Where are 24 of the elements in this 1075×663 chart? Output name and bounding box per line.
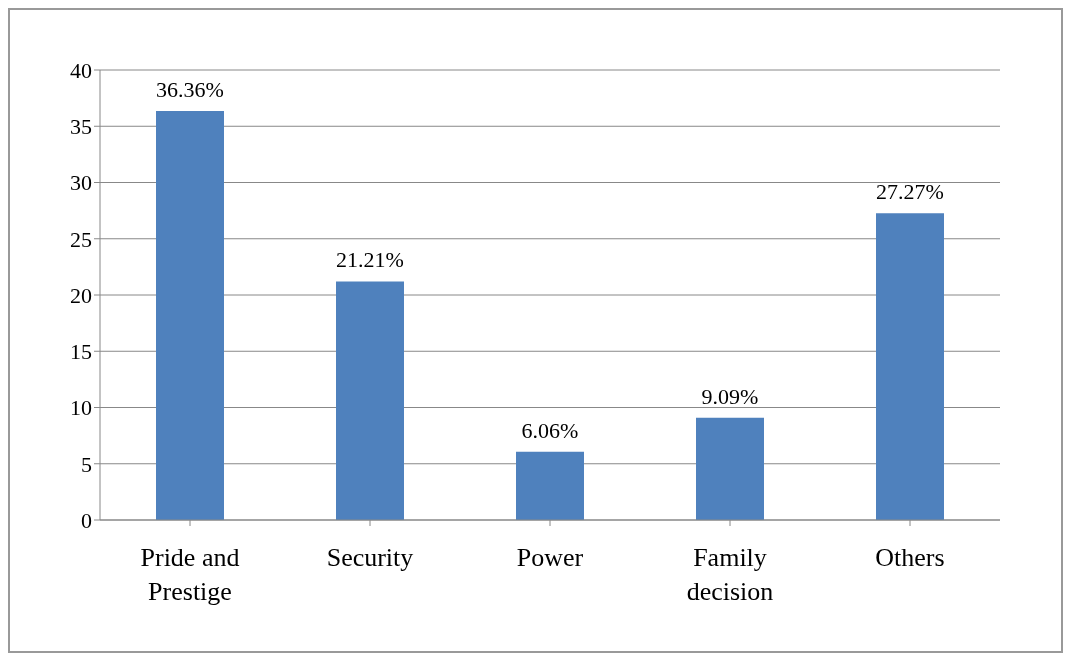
bar [516, 451, 584, 520]
bar [336, 281, 404, 520]
y-tick-label: 10 [70, 395, 92, 421]
x-tick-label: Security [326, 543, 414, 572]
y-tick-label: 5 [81, 451, 92, 477]
y-tick-label: 20 [70, 282, 92, 308]
data-label: 6.06% [521, 417, 579, 443]
bar [696, 417, 764, 520]
bar [156, 110, 224, 520]
y-tick-label: 30 [70, 170, 92, 196]
x-tick-label: Power [516, 543, 584, 572]
x-tick-label: Family decision [686, 543, 774, 606]
y-tick-label: 40 [70, 57, 92, 83]
y-tick-label: 25 [70, 226, 92, 252]
y-tick-label: 35 [70, 114, 92, 140]
y-tick-label: 15 [70, 339, 92, 365]
y-tick-label: 0 [81, 507, 92, 533]
data-label: 36.36% [156, 76, 224, 102]
data-label: 9.09% [701, 383, 759, 409]
x-tick-label: Others [875, 543, 945, 572]
data-label: 21.21% [336, 247, 404, 273]
bar [876, 213, 944, 520]
data-label: 27.27% [876, 179, 944, 205]
x-tick-label: Pride and Prestige [140, 543, 240, 606]
